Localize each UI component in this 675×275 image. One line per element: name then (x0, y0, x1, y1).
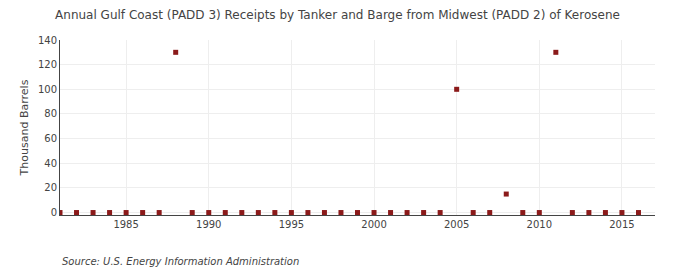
svg-text:0: 0 (51, 207, 57, 218)
svg-text:1990: 1990 (196, 219, 221, 230)
svg-text:Thousand Barrels: Thousand Barrels (18, 79, 31, 176)
svg-text:2015: 2015 (609, 219, 634, 230)
svg-text:1995: 1995 (279, 219, 304, 230)
svg-text:2000: 2000 (361, 219, 386, 230)
svg-text:Source: U.S. Energy Informatio: Source: U.S. Energy Information Administ… (62, 256, 299, 267)
svg-text:2005: 2005 (444, 219, 469, 230)
svg-text:80: 80 (44, 108, 57, 119)
svg-text:2010: 2010 (527, 219, 552, 230)
svg-text:140: 140 (38, 35, 57, 46)
svg-text:120: 120 (38, 59, 57, 70)
svg-text:1985: 1985 (113, 219, 138, 230)
svg-text:60: 60 (44, 133, 57, 144)
svg-text:40: 40 (44, 158, 57, 169)
svg-text:20: 20 (44, 182, 57, 193)
svg-text:Annual Gulf Coast (PADD 3) Rec: Annual Gulf Coast (PADD 3) Receipts by T… (55, 8, 620, 22)
svg-text:100: 100 (38, 84, 57, 95)
